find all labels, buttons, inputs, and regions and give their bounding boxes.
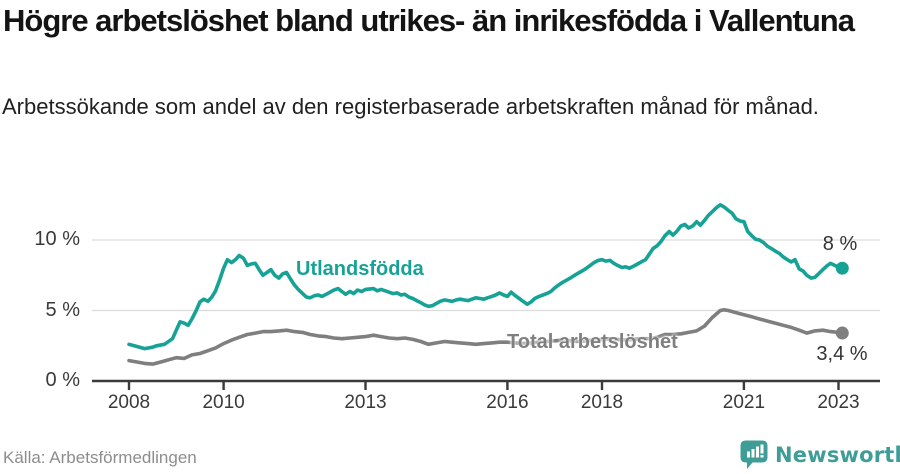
newsworthy-wordmark: Newsworthy [775,442,900,467]
page-title: Högre arbetslöshet bland utrikes- än inr… [3,3,855,38]
series-label-total-arbetsloshet: Total arbetslöshet [507,331,678,353]
source-note: Källa: Arbetsförmedlingen [3,448,197,467]
y-tick-label: 0 % [45,369,80,391]
x-tick-label: 2023 [817,392,860,413]
page-subtitle: Arbetssökande som andel av den registerb… [2,94,819,119]
end-value-label-total: 3,4 % [816,343,868,365]
end-value-label-utlandsfodda: 8 % [822,233,858,255]
x-tick-label: 2021 [722,392,766,413]
x-tick-label: 2008 [107,392,151,413]
x-tick-label: 2018 [580,392,624,413]
y-tick-label: 10 % [34,228,80,250]
y-tick-label: 5 % [45,298,80,321]
newsworthy-icon [740,440,768,469]
series-label-utlandsfodda: Utlandsfödda [296,258,424,280]
x-tick-label: 2013 [344,392,387,413]
newsworthy-logo: Newsworthy [739,439,900,470]
x-tick-label: 2010 [202,392,245,413]
x-tick-label: 2016 [486,392,529,413]
